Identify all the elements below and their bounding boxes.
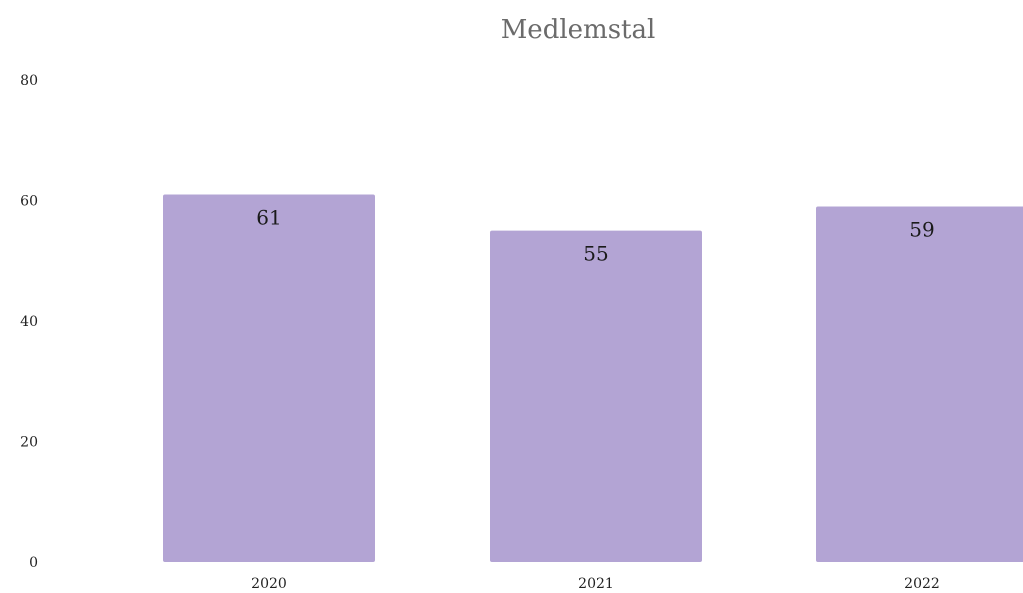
y-tick-label: 20 bbox=[20, 435, 38, 451]
bar-labels: 61 55 59 bbox=[256, 205, 934, 265]
chart-title: Medlemstal bbox=[501, 15, 656, 45]
y-tick-label: 60 bbox=[20, 194, 38, 210]
y-tick-label: 40 bbox=[20, 314, 38, 330]
y-tick-label: 0 bbox=[29, 555, 38, 571]
bar-2021 bbox=[490, 230, 702, 562]
bar-value-label: 61 bbox=[256, 205, 281, 229]
bar-2022 bbox=[816, 206, 1023, 562]
x-tick-label: 2021 bbox=[578, 576, 614, 592]
bar-value-label: 55 bbox=[583, 242, 608, 266]
bar-value-label: 59 bbox=[909, 218, 934, 242]
y-tick-label: 80 bbox=[20, 73, 38, 89]
x-tick-label: 2020 bbox=[251, 576, 287, 592]
bar-2020 bbox=[163, 194, 375, 562]
x-axis: 2020 2021 2022 bbox=[251, 576, 940, 592]
x-tick-label: 2022 bbox=[904, 576, 940, 592]
bars bbox=[163, 194, 1023, 562]
y-axis: 0 20 40 60 80 bbox=[20, 73, 38, 571]
